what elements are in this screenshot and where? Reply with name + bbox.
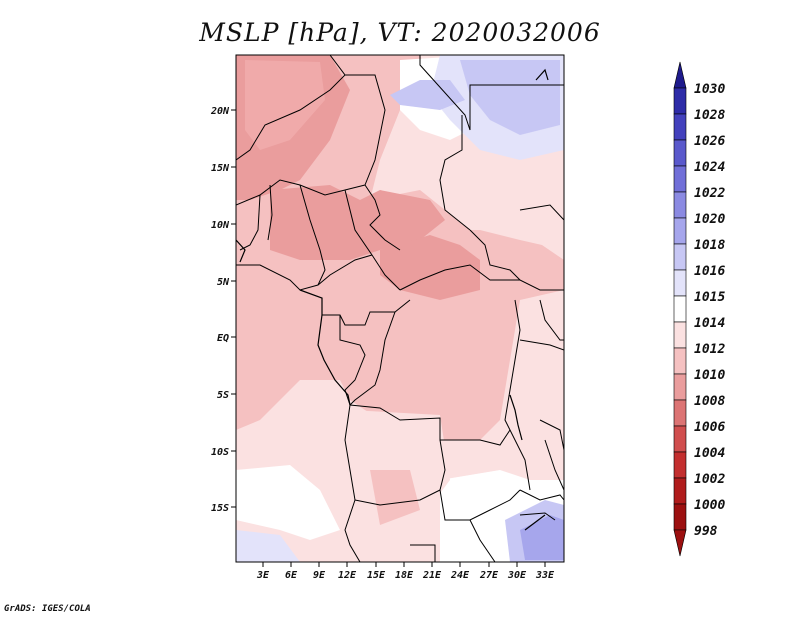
lon-tick-33e: 33E: [535, 570, 555, 581]
colorbar-label: 1028: [694, 108, 725, 123]
colorbar-swatch: [673, 87, 687, 115]
lon-tick-27e: 27E: [479, 570, 499, 581]
colorbar-swatch: [673, 399, 687, 427]
colorbar-label: 1016: [694, 264, 725, 279]
colorbar-bottom-arrow: [673, 529, 687, 557]
lon-tick-9e: 9E: [313, 570, 326, 581]
plot-frame: [235, 54, 565, 563]
colorbar-label: 1014: [694, 316, 725, 331]
lon-tick-15e: 15E: [367, 570, 386, 581]
colorbar-label: 1008: [694, 394, 725, 409]
lat-tick-10n: 10N: [211, 220, 230, 231]
lon-axis: 3E 6E 9E 12E 15E 18E 21E 24E 27E 30E 33E: [256, 562, 555, 581]
colorbar-swatch: [673, 243, 687, 271]
grads-credit: GrADS: IGES/COLA: [4, 604, 91, 614]
lat-tick-15s: 15S: [211, 503, 229, 514]
lat-tick-20n: 20N: [210, 106, 230, 117]
lat-tick-15n: 15N: [211, 163, 230, 174]
colorbar-swatch: [673, 165, 687, 193]
lon-tick-24e: 24E: [450, 570, 470, 581]
colorbar-swatch: [673, 217, 687, 245]
colorbar-swatch: [673, 295, 687, 323]
lon-tick-12e: 12E: [338, 570, 357, 581]
colorbar-swatch: [673, 347, 687, 375]
map-title: MSLP [hPa], VT: 2020032006: [199, 18, 601, 47]
lat-tick-eq: EQ: [217, 333, 229, 344]
colorbar: 1030 1028 1026 1024 1022 1020 1018 1016 1015 1014…: [673, 61, 725, 557]
colorbar-label: 1018: [694, 238, 725, 253]
colorbar-top-arrow: [673, 61, 687, 89]
colorbar-label: 1004: [694, 446, 725, 461]
colorbar-label: 1030: [694, 82, 725, 97]
colorbar-label: 1010: [694, 368, 725, 383]
colorbar-label: 1000: [694, 498, 725, 513]
colorbar-swatch: [673, 451, 687, 479]
colorbar-swatch: [673, 269, 687, 297]
colorbar-label: 1002: [694, 472, 725, 487]
colorbar-swatch: [673, 477, 687, 505]
lat-tick-5s: 5S: [217, 390, 229, 401]
colorbar-swatch: [673, 139, 687, 167]
lon-tick-3e: 3E: [256, 570, 270, 581]
lon-tick-21e: 21E: [422, 570, 442, 581]
colorbar-swatch: [673, 191, 687, 219]
lat-tick-5n: 5N: [217, 277, 230, 288]
lat-axis: 20N 15N 10N 5N EQ 5S 10S 15S: [210, 106, 236, 514]
lon-tick-6e: 6E: [285, 570, 298, 581]
colorbar-swatch: [673, 113, 687, 141]
country-borders: [236, 55, 564, 562]
lon-tick-30e: 30E: [507, 570, 527, 581]
colorbar-label: 1024: [694, 160, 725, 175]
colorbar-label: 1026: [694, 134, 725, 149]
colorbar-swatch: [673, 425, 687, 453]
colorbar-label: 1022: [694, 186, 725, 201]
colorbar-label: 1020: [694, 212, 725, 227]
colorbar-label: 1012: [694, 342, 725, 357]
lat-tick-10s: 10S: [211, 447, 229, 458]
colorbar-swatch: [673, 373, 687, 401]
lon-tick-18e: 18E: [395, 570, 414, 581]
colorbar-swatch: [673, 503, 687, 531]
coastline: [236, 68, 549, 531]
colorbar-label: 998: [694, 524, 718, 539]
colorbar-label: 1006: [694, 420, 725, 435]
colorbar-label: 1015: [694, 290, 725, 305]
colorbar-swatch: [673, 321, 687, 349]
